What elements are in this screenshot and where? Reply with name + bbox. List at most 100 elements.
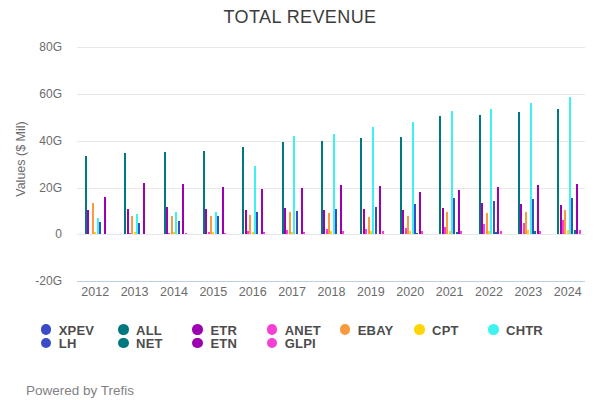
- bar-glpi-2018: [342, 231, 344, 234]
- x-tick-label: 2022: [469, 285, 509, 299]
- x-tick-label: 2019: [351, 285, 391, 299]
- bar-glpi-2015: [224, 233, 226, 234]
- bar-etn-2020: [419, 192, 421, 234]
- bar-lh-2020: [414, 204, 416, 234]
- bar-etn-2013: [143, 183, 145, 234]
- bar-all-2016: [242, 147, 244, 234]
- bar-lh-2015: [217, 216, 219, 234]
- bar-glpi-2023: [539, 231, 541, 234]
- bar-etr-2015: [205, 209, 207, 234]
- y-tick-label: 0: [2, 227, 62, 241]
- bar-glpi-2019: [382, 231, 384, 234]
- chart-title: TOTAL REVENUE: [0, 7, 600, 28]
- gridline: [77, 234, 585, 235]
- gridline: [77, 94, 585, 95]
- bar-cpt-2020: [409, 231, 411, 234]
- bar-etr-2013: [127, 209, 129, 234]
- bar-anet-2022: [483, 224, 485, 234]
- bar-etr-2023: [520, 204, 522, 234]
- legend-swatch-anet: [267, 324, 278, 335]
- bar-etr-2014: [166, 207, 168, 234]
- bar-chtr-2019: [372, 127, 374, 234]
- bar-etn-2022: [497, 187, 499, 234]
- bar-lh-2017: [296, 211, 298, 234]
- bar-ebay-2021: [446, 212, 448, 234]
- legend-swatch-glpi: [267, 338, 278, 349]
- legend-swatch-etr: [192, 324, 203, 335]
- gridline: [77, 141, 585, 142]
- x-tick-label: 2021: [430, 285, 470, 299]
- bar-etn-2018: [340, 185, 342, 234]
- x-tick-label: 2014: [154, 285, 194, 299]
- y-tick-label: -20G: [2, 274, 62, 288]
- x-tick-label: 2016: [233, 285, 273, 299]
- bar-lh-2022: [493, 201, 495, 234]
- bar-net-2020: [416, 233, 418, 234]
- bar-ebay-2016: [249, 215, 251, 234]
- bar-glpi-2021: [460, 231, 462, 234]
- bar-lh-2018: [335, 209, 337, 234]
- bar-all-2024: [557, 109, 559, 234]
- bar-anet-2014: [168, 233, 170, 234]
- x-tick-label: 2015: [193, 285, 233, 299]
- bar-lh-2023: [532, 199, 534, 234]
- bar-chtr-2014: [175, 212, 177, 234]
- bar-lh-2012: [99, 222, 101, 234]
- x-tick-label: 2023: [508, 285, 548, 299]
- legend-label: ETN: [210, 336, 237, 351]
- legend-label: LH: [59, 336, 77, 351]
- bar-cpt-2012: [94, 232, 96, 234]
- legend-swatch-xpev: [41, 324, 52, 335]
- legend-swatch-cpt: [414, 324, 425, 335]
- x-tick-label: 2018: [311, 285, 351, 299]
- legend-swatch-chtr: [488, 324, 499, 335]
- y-tick-label: 20G: [2, 181, 62, 195]
- bar-lh-2013: [138, 223, 140, 234]
- bar-etn-2015: [222, 187, 224, 234]
- watermark-text: Powered by Trefis: [26, 383, 134, 398]
- gridline: [77, 188, 585, 189]
- y-tick-label: 80G: [2, 40, 62, 54]
- bar-etr-2012: [87, 210, 89, 234]
- bar-etn-2014: [182, 184, 184, 234]
- bar-lh-2016: [256, 212, 258, 234]
- bar-anet-2017: [286, 230, 288, 234]
- bar-chtr-2022: [490, 109, 492, 234]
- legend-swatch-etn: [192, 338, 203, 349]
- bar-lh-2014: [178, 221, 180, 234]
- bar-ebay-2012: [92, 203, 94, 234]
- x-axis-line: [77, 281, 585, 282]
- legend-swatch-net: [118, 338, 129, 349]
- bar-etn-2017: [301, 188, 303, 234]
- x-tick-label: 2012: [75, 285, 115, 299]
- bar-etn-2024: [576, 184, 578, 234]
- chart: TOTAL REVENUE Values ($ Mil) Powered by …: [0, 0, 600, 400]
- x-tick-label: 2013: [115, 285, 155, 299]
- legend-swatch-all: [118, 324, 129, 335]
- bar-lh-2021: [453, 198, 455, 234]
- bar-lh-2024: [571, 198, 573, 234]
- bar-cpt-2015: [212, 232, 214, 234]
- legend-label: EBAY: [358, 323, 394, 338]
- bar-etr-2018: [323, 210, 325, 234]
- bar-etn-2023: [537, 185, 539, 234]
- bar-all-2021: [439, 116, 441, 234]
- bar-ebay-2017: [289, 212, 291, 234]
- legend-swatch-lh: [41, 338, 52, 349]
- bar-anet-2019: [365, 229, 367, 234]
- bar-glpi-2022: [500, 231, 502, 234]
- bar-glpi-2020: [421, 231, 423, 234]
- bar-all-2013: [124, 153, 126, 234]
- bar-etn-2019: [379, 186, 381, 234]
- bar-glpi-2017: [303, 232, 305, 234]
- gridline: [77, 47, 585, 48]
- bar-ebay-2013: [131, 216, 133, 234]
- x-tick-label: 2020: [390, 285, 430, 299]
- bar-cpt-2018: [330, 231, 332, 234]
- bar-etn-2012: [104, 197, 106, 234]
- bar-cpt-2023: [527, 230, 529, 234]
- legend-swatch-ebay: [340, 324, 351, 335]
- bar-ebay-2024: [564, 210, 566, 234]
- x-tick-label: 2017: [272, 285, 312, 299]
- bar-all-2019: [360, 138, 362, 234]
